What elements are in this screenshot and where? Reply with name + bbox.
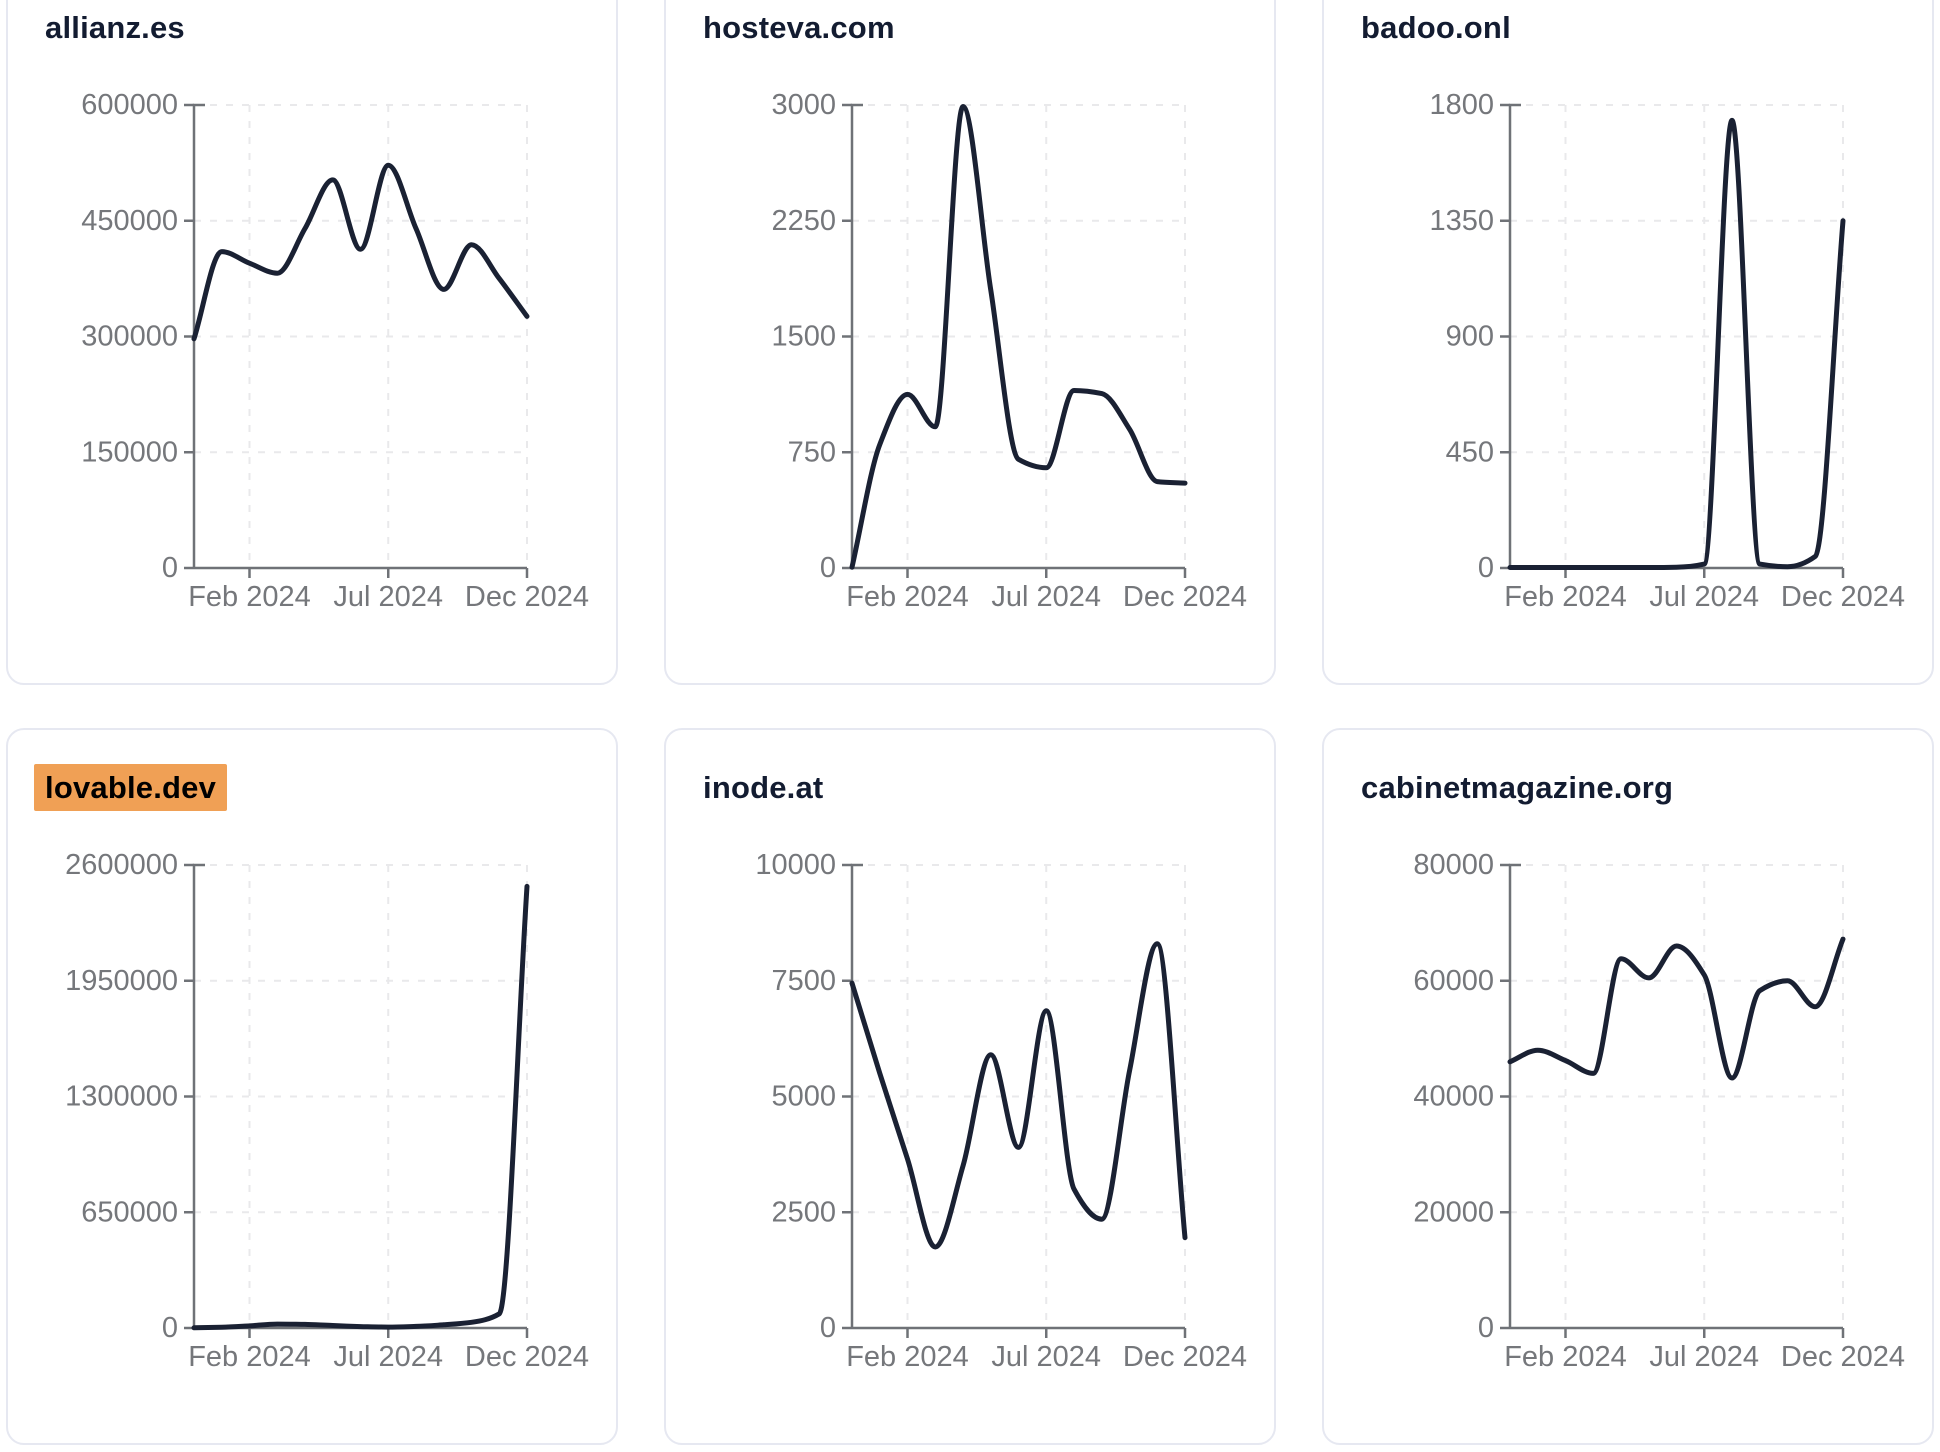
y-tick-label: 80000	[1413, 849, 1494, 881]
x-tick-label: Dec 2024	[1123, 581, 1247, 613]
y-tick-label: 40000	[1413, 1081, 1494, 1113]
y-tick-label: 2250	[771, 205, 836, 237]
trend-line	[1507, 117, 1846, 571]
x-tick-label: Feb 2024	[1504, 1341, 1627, 1373]
trend-chart-svg: 0 650000 1300000 1950000 2600000 Feb 2024 Jul …	[65, 849, 589, 1373]
x-tick-label: Dec 2024	[1781, 1341, 1905, 1373]
trend-chart-svg: 0 450 900 1350 1800 Feb 2024 Jul 2024 Dec 2024	[1429, 89, 1905, 613]
y-tick-label: 7500	[771, 965, 836, 997]
trend-chart-svg: 0 20000 40000 60000 80000 Feb 2024 Jul 2024 Dec…	[1413, 849, 1905, 1373]
trend-line	[191, 883, 530, 1331]
domain-card[interactable]: 0 150000 300000 450000 600000 Feb 2024 Jul 202…	[6, 0, 618, 685]
domain-card[interactable]: 0 450 900 1350 1800 Feb 2024 Jul 2024 Dec 2024 …	[1322, 0, 1934, 685]
card-title: lovable.dev	[34, 764, 228, 811]
y-tick-label: 2500	[771, 1196, 836, 1228]
card-title: inode.at	[703, 770, 823, 806]
trend-line	[1507, 936, 1846, 1081]
x-tick-label: Feb 2024	[846, 581, 969, 613]
domain-card[interactable]: 0 750 1500 2250 3000 Feb 2024 Jul 2024 Dec 2024…	[664, 0, 1276, 685]
x-tick-label: Jul 2024	[1649, 581, 1759, 613]
y-tick-label: 0	[162, 1312, 178, 1344]
y-tick-label: 2600000	[65, 849, 178, 881]
y-tick-label: 1350	[1429, 205, 1494, 237]
y-tick-label: 0	[820, 1312, 836, 1344]
y-tick-label: 1300000	[65, 1081, 178, 1113]
y-tick-label: 0	[1478, 1312, 1494, 1344]
y-tick-label: 450000	[81, 205, 178, 237]
card-title-text: allianz.es	[45, 10, 185, 45]
y-tick-label: 20000	[1413, 1196, 1494, 1228]
y-tick-label: 1500	[771, 321, 836, 353]
x-tick-label: Dec 2024	[1781, 581, 1905, 613]
x-tick-label: Feb 2024	[1504, 581, 1627, 613]
domain-card[interactable]: 0 650000 1300000 1950000 2600000 Feb 2024 Jul …	[6, 728, 618, 1445]
x-tick-label: Dec 2024	[465, 1341, 589, 1373]
trend-chart-svg: 0 750 1500 2250 3000 Feb 2024 Jul 2024 Dec 2024	[771, 89, 1247, 613]
x-tick-label: Jul 2024	[333, 581, 443, 613]
card-title: allianz.es	[45, 10, 185, 46]
card-title: cabinetmagazine.org	[1361, 770, 1673, 806]
x-tick-label: Feb 2024	[188, 1341, 311, 1373]
x-tick-label: Dec 2024	[1123, 1341, 1247, 1373]
y-tick-label: 0	[1478, 552, 1494, 584]
card-title-text: badoo.onl	[1361, 10, 1511, 45]
x-tick-label: Jul 2024	[333, 1341, 443, 1373]
x-tick-label: Feb 2024	[846, 1341, 969, 1373]
trend-line	[849, 104, 1188, 570]
y-tick-label: 10000	[755, 849, 836, 881]
y-tick-label: 1950000	[65, 965, 178, 997]
y-tick-label: 60000	[1413, 965, 1494, 997]
y-tick-label: 600000	[81, 89, 178, 121]
y-tick-label: 3000	[771, 89, 836, 121]
card-title: badoo.onl	[1361, 10, 1511, 46]
x-tick-label: Feb 2024	[188, 581, 311, 613]
card-title-text: inode.at	[703, 770, 824, 805]
x-tick-label: Jul 2024	[991, 1341, 1101, 1373]
trend-chart-svg: 0 150000 300000 450000 600000 Feb 2024 Jul 202…	[81, 89, 589, 613]
y-tick-label: 450	[1446, 436, 1494, 468]
trend-line	[191, 162, 530, 342]
y-tick-label: 150000	[81, 436, 178, 468]
card-title-text: hosteva.com	[703, 10, 895, 45]
y-tick-label: 1800	[1429, 89, 1494, 121]
y-tick-label: 900	[1446, 321, 1494, 353]
y-tick-label: 300000	[81, 321, 178, 353]
x-tick-label: Dec 2024	[465, 581, 589, 613]
x-tick-label: Jul 2024	[1649, 1341, 1759, 1373]
y-tick-label: 0	[820, 552, 836, 584]
y-tick-label: 5000	[771, 1081, 836, 1113]
x-tick-label: Jul 2024	[991, 581, 1101, 613]
title-highlight: lovable.dev	[34, 764, 228, 811]
y-tick-label: 0	[162, 552, 178, 584]
domain-card[interactable]: 0 2500 5000 7500 10000 Feb 2024 Jul 2024 Dec 20…	[664, 728, 1276, 1445]
card-title: hosteva.com	[703, 10, 895, 46]
y-tick-label: 750	[788, 436, 836, 468]
domain-card[interactable]: 0 20000 40000 60000 80000 Feb 2024 Jul 2024 Dec…	[1322, 728, 1934, 1445]
trend-line	[849, 941, 1188, 1250]
trend-chart-svg: 0 2500 5000 7500 10000 Feb 2024 Jul 2024 Dec 20…	[755, 849, 1247, 1373]
card-title-text: cabinetmagazine.org	[1361, 770, 1674, 805]
y-tick-label: 650000	[81, 1196, 178, 1228]
